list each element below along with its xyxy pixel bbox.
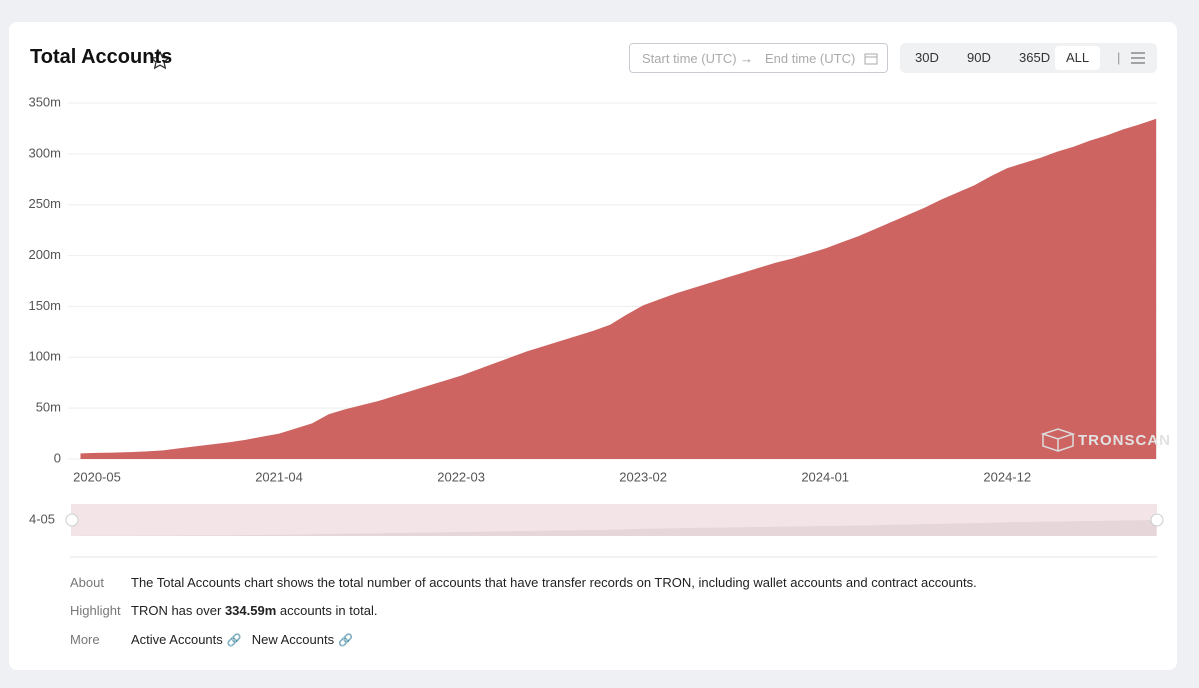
- y-tick-label: 100m: [28, 349, 61, 364]
- range-buttons: | 30D 90D 365D ALL: [900, 43, 1157, 73]
- highlight-pre: TRON has over: [131, 603, 222, 618]
- star-icon[interactable]: [149, 50, 171, 70]
- watermark: TRONSCAN: [1078, 432, 1171, 449]
- slider-handle[interactable]: [65, 513, 79, 527]
- highlight-text: TRON has over 334.59m accounts in total.: [131, 603, 377, 618]
- start-input[interactable]: Start time (UTC): [642, 51, 737, 66]
- link[interactable]: Active Accounts: [131, 632, 223, 647]
- about-label: About: [70, 575, 104, 590]
- calendar-icon: [864, 53, 878, 65]
- range-button[interactable]: 365D: [1019, 50, 1051, 65]
- divider: |: [1117, 50, 1121, 65]
- x-tick-label: 2023-02: [619, 469, 667, 484]
- about-text: The Total Accounts chart shows the total…: [131, 575, 977, 590]
- date-range-input[interactable]: Start time (UTC) → End time (UTC): [629, 43, 888, 73]
- y-tick-label: 300m: [28, 145, 61, 160]
- link[interactable]: New Accounts: [251, 632, 335, 647]
- watermark-icon: [1040, 428, 1076, 453]
- link-icon: 🔗: [226, 633, 242, 647]
- range-button[interactable]: ALL: [1055, 46, 1101, 70]
- end-input[interactable]: End time (UTC): [765, 51, 856, 66]
- x-tick-label: 2024-01: [801, 469, 849, 484]
- title: Total Accounts: [30, 46, 173, 68]
- slider-handle[interactable]: [1150, 513, 1164, 527]
- y-tick-label: 150m: [28, 298, 61, 313]
- y-tick-label: 0: [54, 450, 61, 465]
- x-tick-label: 2021-04: [255, 469, 303, 484]
- highlight-post: accounts in total.: [279, 603, 378, 618]
- arrow-icon: →: [740, 51, 753, 66]
- range-button[interactable]: 30D: [915, 50, 939, 65]
- link-icon: 🔗: [338, 633, 354, 647]
- x-tick-label: 2022-03: [437, 469, 485, 484]
- menu-icon[interactable]: [1131, 52, 1145, 64]
- more-links: Active Accounts 🔗 New Accounts 🔗: [131, 632, 363, 647]
- area: [80, 118, 1157, 459]
- slider-label: 4-05: [29, 511, 55, 526]
- y-tick-label: 250m: [28, 196, 61, 211]
- y-tick-label: 200m: [28, 247, 61, 262]
- x-tick-label: 2024-12: [983, 469, 1031, 484]
- range-button[interactable]: 90D: [967, 50, 991, 65]
- slider-area: [80, 519, 1157, 536]
- highlight-label: Highlight: [70, 603, 121, 618]
- more-label: More: [70, 632, 100, 647]
- y-tick-label: 50m: [36, 400, 61, 415]
- y-tick-label: 350m: [28, 94, 61, 109]
- highlight-value: 334.59m: [224, 603, 277, 618]
- x-tick-label: 2020-05: [73, 469, 121, 484]
